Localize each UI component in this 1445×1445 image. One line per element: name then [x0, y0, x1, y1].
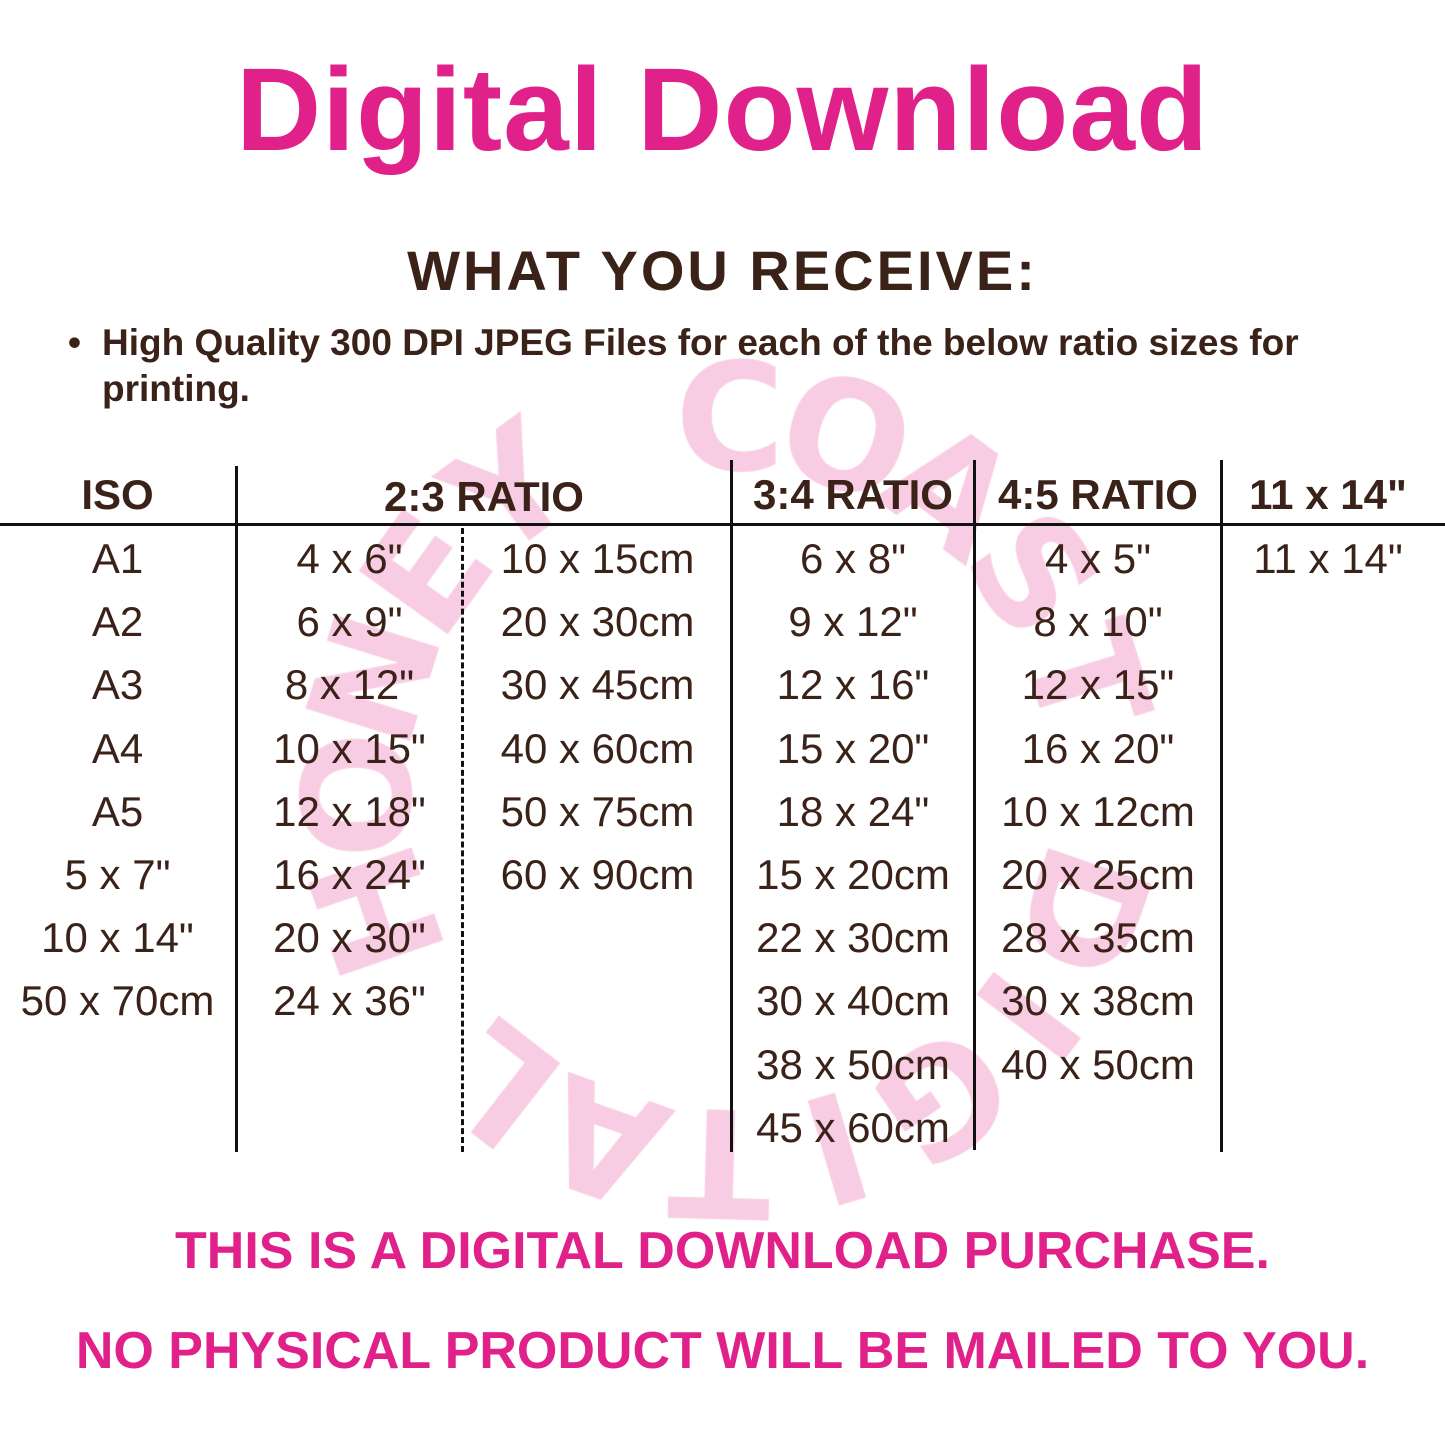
- column-iso: A1 A2 A3 A4 A5 5 x 7" 10 x 14" 50 x 70cm: [0, 532, 235, 1038]
- table-cell: 50 x 70cm: [20, 977, 215, 1025]
- table-cell: A4: [91, 724, 144, 772]
- table-cell: 6 x 9": [296, 598, 403, 646]
- header-3-4-ratio: 3:4 RATIO: [753, 471, 953, 518]
- table-cell: 10 x 15cm: [500, 535, 695, 582]
- header-divider: [0, 523, 1445, 526]
- table-cell: 8 x 12": [284, 661, 415, 709]
- column-divider: [730, 460, 733, 1152]
- table-cell: 8 x 10": [1033, 598, 1163, 646]
- table-cell: 4 x 6": [296, 535, 403, 582]
- page-title: Digital Download: [235, 44, 1210, 176]
- table-cell: 24 x 36": [273, 977, 426, 1025]
- bullet-text: High Quality 300 DPI JPEG Files for each…: [102, 322, 1299, 409]
- table-cell: 40 x 50cm: [1001, 1040, 1195, 1088]
- table-cell: 45 x 60cm: [756, 1103, 950, 1151]
- header-4-5-ratio: 4:5 RATIO: [998, 471, 1198, 518]
- table-cell: 30 x 38cm: [1001, 977, 1195, 1025]
- column-11x14: 11 x 14": [1223, 532, 1433, 595]
- table-cell: A1: [91, 535, 144, 582]
- column-2-3-inches: 4 x 6" 6 x 9" 8 x 12" 10 x 15" 12 x 18" 16 x …: [238, 532, 461, 1038]
- table-cell: A5: [91, 787, 144, 835]
- notice-line-2: NO PHYSICAL PRODUCT WILL BE MAILED TO YO…: [75, 1322, 1370, 1380]
- column-divider: [973, 460, 976, 1150]
- table-cell: A3: [91, 661, 144, 709]
- table-cell: 10 x 14": [41, 914, 194, 962]
- header-iso: ISO: [81, 471, 154, 518]
- table-cell: 16 x 24": [273, 850, 426, 898]
- table-cell: 30 x 40cm: [756, 977, 950, 1025]
- table-cell: 11 x 14": [1253, 535, 1403, 582]
- bullet-item: • High Quality 300 DPI JPEG Files for ea…: [68, 320, 1418, 412]
- table-cell: 12 x 16": [776, 661, 930, 709]
- column-divider: [235, 466, 238, 1152]
- column-divider-dashed: [461, 528, 464, 1152]
- table-cell: 16 x 20": [1021, 724, 1175, 772]
- table-cell: 15 x 20cm: [756, 850, 950, 898]
- table-cell: 20 x 30cm: [500, 598, 695, 646]
- table-cell: 4 x 5": [1045, 535, 1151, 582]
- table-cell: 9 x 12": [788, 598, 918, 646]
- bullet-icon: •: [68, 322, 81, 363]
- table-cell: 30 x 45cm: [500, 661, 695, 709]
- column-3-4: 6 x 8" 9 x 12" 12 x 16" 15 x 20" 18 x 24" 15 …: [733, 532, 973, 1164]
- table-cell: 40 x 60cm: [500, 724, 695, 772]
- table-cell: 20 x 25cm: [1001, 850, 1195, 898]
- table-cell: A2: [91, 598, 144, 646]
- table-cell: 20 x 30": [273, 914, 426, 962]
- table-cell: 6 x 8": [800, 535, 906, 582]
- column-2-3-cm: 10 x 15cm 20 x 30cm 30 x 45cm 40 x 60cm 50 x…: [465, 532, 730, 911]
- section-heading: WHAT YOU RECEIVE:: [407, 239, 1038, 302]
- table-cell: 60 x 90cm: [500, 850, 695, 898]
- table-cell: 38 x 50cm: [756, 1040, 950, 1088]
- header-11x14: 11 x 14": [1249, 471, 1407, 518]
- table-cell: 50 x 75cm: [500, 787, 695, 835]
- table-cell: 5 x 7": [64, 850, 171, 898]
- table-cell: 10 x 12cm: [1001, 787, 1195, 835]
- table-cell: 12 x 15": [1021, 661, 1175, 709]
- table-cell: 15 x 20": [776, 724, 930, 772]
- table-cell: 10 x 15": [273, 724, 426, 772]
- column-4-5: 4 x 5" 8 x 10" 12 x 15" 16 x 20" 10 x 12cm 20…: [976, 532, 1220, 1101]
- table-cell: 22 x 30cm: [756, 914, 950, 962]
- table-cell: 12 x 18": [273, 787, 426, 835]
- notice-line-1: THIS IS A DIGITAL DOWNLOAD PURCHASE.: [175, 1222, 1270, 1280]
- column-divider: [1220, 460, 1223, 1152]
- table-cell: 18 x 24": [776, 787, 930, 835]
- table-cell: 28 x 35cm: [1001, 914, 1195, 962]
- header-2-3-ratio: 2:3 RATIO: [384, 473, 584, 520]
